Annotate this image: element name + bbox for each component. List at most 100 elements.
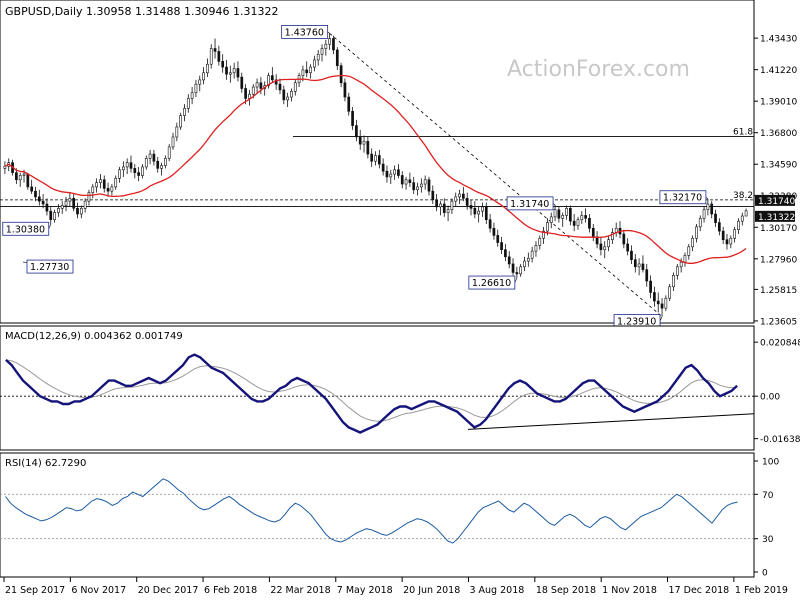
price-annotation: 1.30380 bbox=[2, 221, 52, 236]
candle bbox=[672, 272, 675, 292]
macd-y-tick-label: -0.016389 bbox=[760, 435, 800, 445]
candle-body bbox=[653, 292, 656, 302]
x-tick-label: 18 Sep 2018 bbox=[536, 585, 596, 596]
candle bbox=[744, 208, 748, 217]
rsi-panel-title: RSI(14) 62.7290 bbox=[5, 458, 86, 469]
moving-average-line bbox=[4, 74, 747, 264]
candle bbox=[588, 214, 591, 233]
candle bbox=[79, 205, 83, 219]
candle-body bbox=[374, 155, 377, 162]
candle-body bbox=[79, 208, 83, 215]
candle-body bbox=[695, 226, 698, 239]
candle bbox=[507, 251, 511, 269]
candle bbox=[248, 89, 251, 106]
candle-body bbox=[683, 255, 687, 263]
candle-body bbox=[95, 182, 98, 188]
candle bbox=[664, 295, 668, 312]
rsi-y-axis: 100 70 30 0 bbox=[754, 458, 779, 579]
candle-body bbox=[393, 169, 396, 175]
candle-body bbox=[26, 173, 30, 188]
candle bbox=[144, 155, 148, 170]
x-axis: 21 Sep 2017 6 Nov 2017 20 Dec 2017 6 Feb 20… bbox=[3, 577, 788, 596]
candle-body bbox=[553, 209, 557, 218]
rsi-level-lines bbox=[0, 493, 754, 540]
price-panel: GBPUSD,Daily 1.30958 1.31488 1.30946 1.3… bbox=[0, 0, 797, 328]
candle-body bbox=[588, 217, 591, 229]
candle-body bbox=[290, 91, 293, 98]
price-badge bbox=[755, 210, 795, 222]
price-badge-label: 1.31322 bbox=[758, 213, 795, 223]
candle bbox=[68, 192, 72, 207]
candle bbox=[362, 135, 366, 153]
candle-body bbox=[164, 158, 167, 166]
candle bbox=[427, 176, 431, 196]
x-tick-label: 22 Mar 2018 bbox=[270, 585, 330, 596]
candle-body bbox=[565, 208, 568, 216]
candle-body bbox=[465, 198, 469, 206]
candle bbox=[34, 186, 37, 202]
candle-body bbox=[332, 38, 335, 51]
candle-body bbox=[76, 208, 79, 215]
candle bbox=[393, 165, 396, 180]
candle-body bbox=[717, 222, 721, 232]
annotation-box bbox=[2, 221, 50, 236]
annotation-box bbox=[506, 196, 554, 211]
candle-body bbox=[217, 51, 221, 62]
candle-body bbox=[423, 179, 427, 185]
candle bbox=[244, 84, 247, 105]
candle bbox=[347, 92, 351, 116]
candle bbox=[202, 67, 205, 85]
candle-body bbox=[572, 220, 576, 226]
candle-body bbox=[633, 259, 637, 268]
candle bbox=[129, 155, 133, 173]
candle bbox=[137, 166, 140, 182]
candle bbox=[57, 204, 60, 217]
candle-body bbox=[152, 153, 156, 162]
annotation-box bbox=[281, 25, 329, 39]
candle-body bbox=[462, 193, 465, 199]
candle-body bbox=[664, 297, 668, 309]
candle-body bbox=[175, 126, 179, 138]
candle bbox=[351, 107, 354, 130]
candle-body bbox=[190, 92, 194, 99]
candle-body bbox=[481, 206, 484, 212]
candle bbox=[626, 238, 630, 256]
candle-body bbox=[377, 155, 381, 165]
candle-body bbox=[102, 179, 106, 189]
candle bbox=[557, 206, 561, 223]
macd-panel-title: MACD(12,26,9) 0.004362 0.001749 bbox=[5, 331, 183, 342]
candle bbox=[99, 174, 102, 189]
annotation-label: 1.31740 bbox=[510, 199, 549, 210]
candle-body bbox=[534, 245, 538, 252]
candle-body bbox=[286, 96, 289, 101]
candle-body bbox=[687, 246, 691, 256]
candle-body bbox=[729, 237, 733, 245]
candle-body bbox=[228, 72, 232, 75]
candle-body bbox=[129, 162, 133, 169]
candle bbox=[332, 35, 335, 55]
candle-body bbox=[18, 175, 22, 181]
candle-body bbox=[278, 83, 282, 91]
candle-body bbox=[144, 158, 148, 168]
candle-body bbox=[328, 38, 332, 45]
candle-body bbox=[351, 110, 354, 126]
candle-body bbox=[725, 239, 729, 245]
candle bbox=[473, 201, 477, 219]
annotation-label: 1.23910 bbox=[617, 317, 656, 328]
macd-signal-line bbox=[5, 359, 738, 422]
macd-panel: MACD(12,26,9) 0.004362 0.001749 0.020848… bbox=[0, 325, 800, 451]
price-annotation: 1.27730 bbox=[22, 259, 74, 274]
candle-body bbox=[22, 173, 26, 176]
candle-body bbox=[641, 263, 645, 270]
candle bbox=[400, 171, 404, 189]
candle bbox=[534, 241, 538, 257]
macd-trendline bbox=[467, 413, 755, 430]
candle-body bbox=[221, 61, 225, 68]
candle-body bbox=[710, 203, 714, 215]
candle bbox=[500, 236, 503, 254]
candle bbox=[660, 298, 664, 317]
candle-body bbox=[53, 212, 56, 221]
candle bbox=[740, 212, 744, 226]
candle bbox=[637, 258, 641, 276]
candle-body bbox=[114, 178, 118, 188]
